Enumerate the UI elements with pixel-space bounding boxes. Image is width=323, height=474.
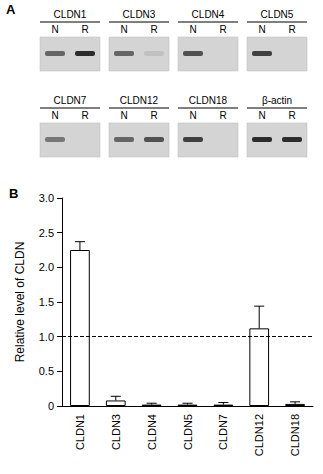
svg-text:CLDN7: CLDN7: [217, 414, 229, 450]
svg-text:N: N: [51, 110, 58, 121]
svg-text:1.5: 1.5: [39, 296, 54, 308]
svg-text:2.5: 2.5: [39, 227, 54, 239]
svg-text:CLDN18: CLDN18: [289, 414, 301, 456]
svg-text:2.0: 2.0: [39, 261, 54, 273]
svg-text:CLDN1: CLDN1: [74, 414, 86, 450]
svg-text:N: N: [51, 24, 58, 35]
svg-text:R: R: [81, 110, 88, 121]
svg-text:CLDN7: CLDN7: [54, 95, 87, 106]
svg-text:1.0: 1.0: [39, 331, 54, 343]
svg-text:N: N: [189, 110, 196, 121]
svg-text:CLDN3: CLDN3: [123, 9, 156, 20]
svg-text:R: R: [219, 110, 226, 121]
svg-text:N: N: [258, 24, 265, 35]
svg-text:R: R: [288, 24, 295, 35]
svg-text:CLDN12: CLDN12: [253, 414, 265, 456]
svg-text:Relative level of CLDN: Relative level of CLDN: [13, 242, 27, 363]
svg-text:β-actin: β-actin: [262, 95, 292, 106]
svg-text:CLDN12: CLDN12: [120, 95, 159, 106]
svg-text:CLDN1: CLDN1: [54, 9, 87, 20]
svg-text:CLDN5: CLDN5: [261, 9, 294, 20]
svg-text:R: R: [150, 24, 157, 35]
svg-text:R: R: [150, 110, 157, 121]
svg-text:A: A: [6, 2, 16, 17]
svg-text:0.5: 0.5: [39, 365, 54, 377]
svg-text:N: N: [120, 24, 127, 35]
svg-text:3.0: 3.0: [39, 192, 54, 204]
svg-text:N: N: [120, 110, 127, 121]
svg-text:R: R: [219, 24, 226, 35]
svg-text:CLDN4: CLDN4: [192, 9, 225, 20]
svg-text:N: N: [258, 110, 265, 121]
svg-text:0: 0: [48, 400, 54, 412]
svg-text:N: N: [189, 24, 196, 35]
svg-text:CLDN4: CLDN4: [146, 414, 158, 450]
svg-text:R: R: [81, 24, 88, 35]
svg-text:CLDN3: CLDN3: [110, 414, 122, 450]
svg-text:R: R: [288, 110, 295, 121]
svg-text:CLDN18: CLDN18: [189, 95, 228, 106]
svg-text:B: B: [9, 186, 18, 201]
svg-text:CLDN5: CLDN5: [182, 414, 194, 450]
